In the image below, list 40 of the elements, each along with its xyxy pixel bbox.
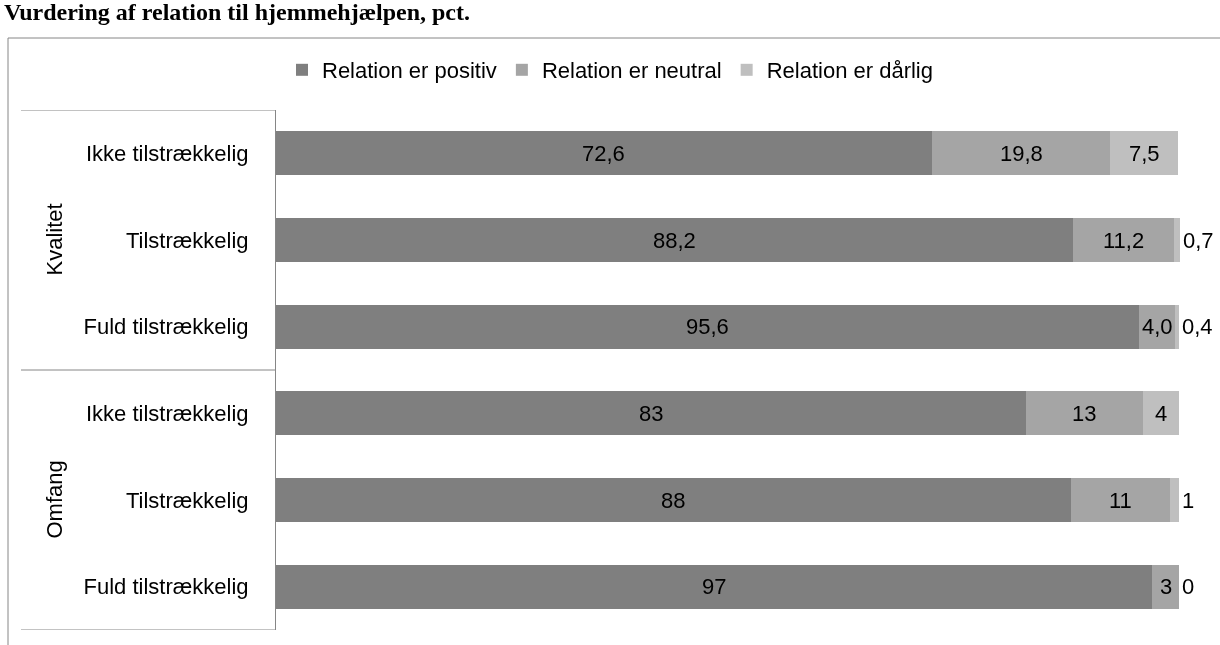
data-label: 88 [661,488,686,513]
y-tick-label: Ikke tilstrækkelig [86,401,249,427]
data-label: 11,2 [1103,228,1145,253]
chart-title: Vurdering af relation til hjemmehjælpen, pct. [4,0,470,25]
bar [1170,477,1180,523]
data-label: 11 [1109,488,1132,513]
bar [1072,217,1174,263]
data-label: 83 [639,401,664,426]
data-label: 4,0 [1142,314,1173,339]
y-tick-label: Tilstrækkelig [125,227,249,253]
data-label: 0,7 [1183,228,1214,253]
data-label: 0,4 [1182,314,1213,339]
bar [931,131,1111,176]
bar [1025,391,1143,436]
data-label: 97 [702,574,727,599]
y-tick-label: Ikke tilstrækkelig [86,141,249,167]
y-tick-label: Fuld tilstrækkelig [83,314,249,340]
text: Kvalitet [41,203,67,276]
data-label: 4 [1155,401,1168,426]
bar [1152,564,1180,609]
bar [1110,131,1179,176]
y-tick-label: Fuld tilstrækkelig [83,574,249,600]
bar [1142,391,1180,436]
y-tick-label: Tilstrækkelig [125,487,249,513]
bar [1070,477,1171,523]
legend-label: Relation er positiv [322,58,497,84]
data-label: 95,6 [686,314,729,339]
data-label: 13 [1072,401,1097,426]
bar [1175,304,1180,349]
data-label: 1 [1182,488,1195,513]
data-label: 72,6 [582,141,625,166]
data-label: 19,8 [1000,141,1043,166]
data-label: 88,2 [653,228,696,253]
legend-label: Relation er neutral [541,58,722,84]
data-label: 3 [1160,574,1173,599]
data-label: 7,5 [1129,141,1160,166]
bar [1173,217,1180,263]
text: Omfang [41,460,67,539]
legend-label: Relation er dårlig [766,58,933,84]
data-label: 0 [1182,574,1195,599]
